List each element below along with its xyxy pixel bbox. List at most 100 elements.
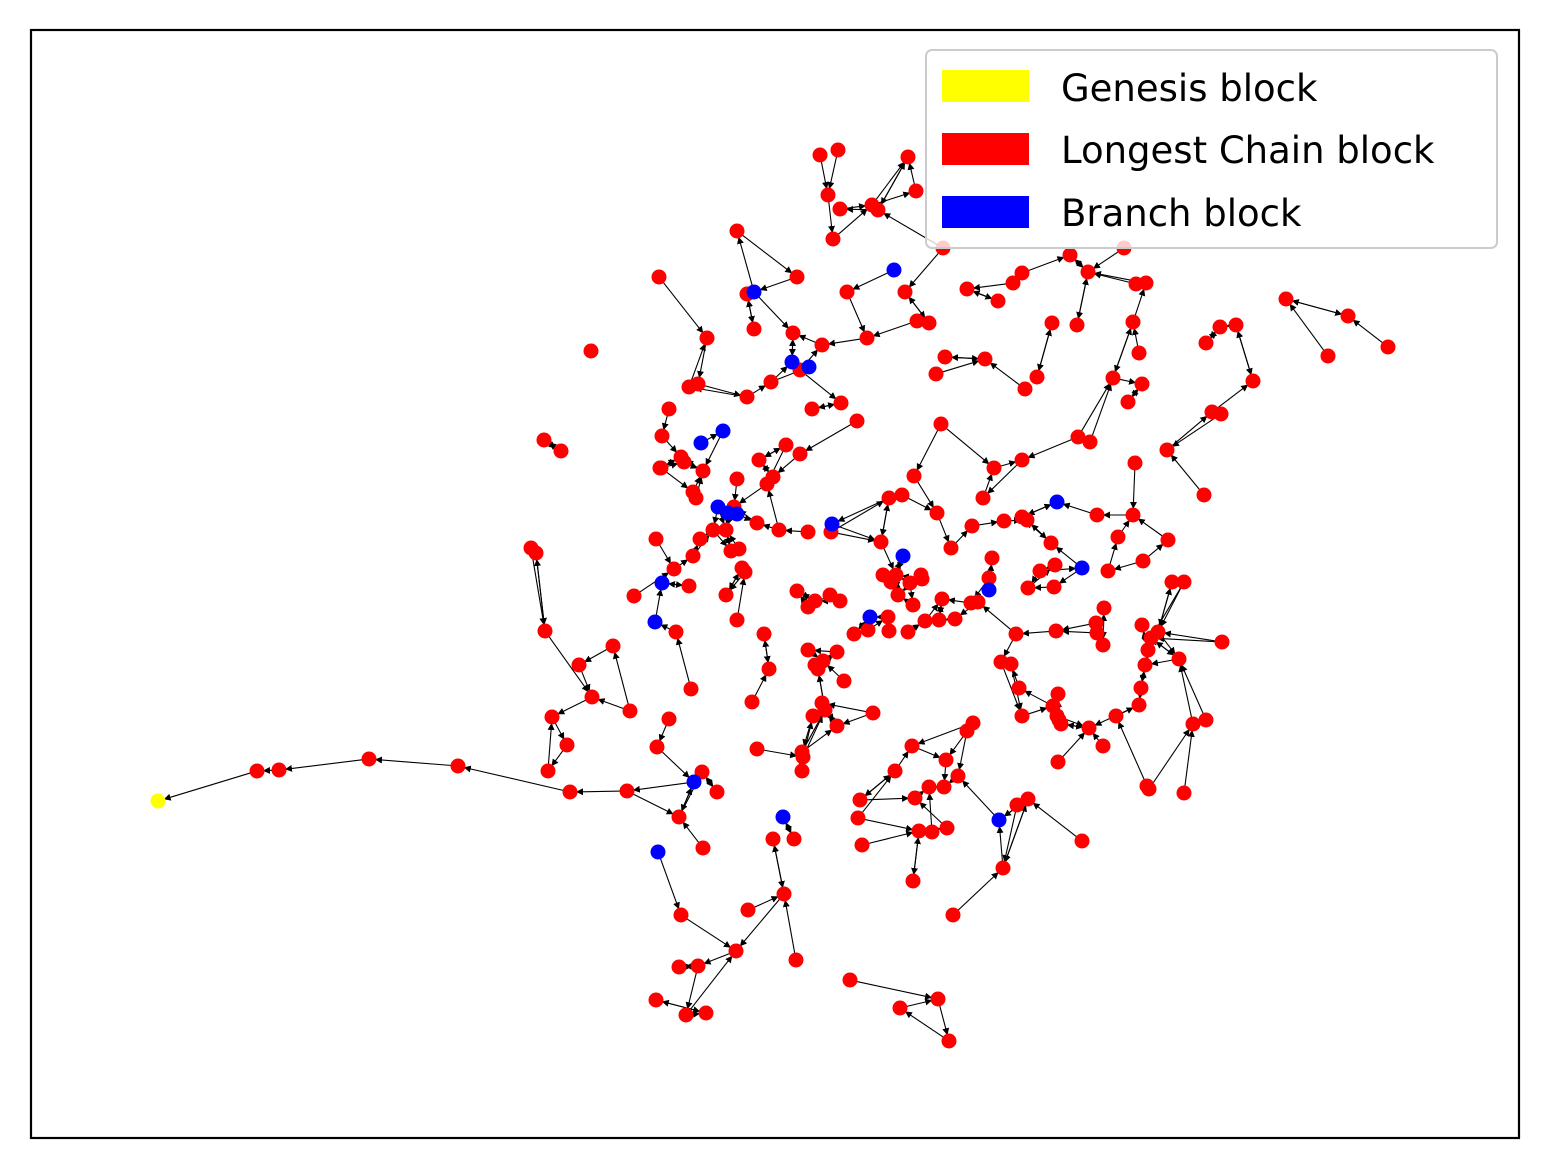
longest-chain-block-node bbox=[661, 711, 677, 727]
edge-89 bbox=[774, 365, 789, 379]
edge-38 bbox=[759, 278, 792, 292]
edge-72 bbox=[1291, 299, 1343, 315]
longest-chain-block-node bbox=[688, 490, 704, 506]
longest-chain-block-node bbox=[626, 588, 642, 604]
longest-chain-block-node bbox=[860, 622, 876, 638]
edge-9 bbox=[828, 200, 835, 234]
longest-chain-block-node bbox=[906, 468, 922, 484]
longest-chain-block-node bbox=[941, 1033, 957, 1049]
edge-25 bbox=[551, 749, 564, 767]
edge-41 bbox=[798, 334, 817, 344]
longest-chain-block-node bbox=[894, 487, 910, 503]
longest-chain-block-node bbox=[1185, 716, 1201, 732]
longest-chain-block-node bbox=[950, 768, 966, 784]
longest-chain-block-node bbox=[695, 840, 711, 856]
edge-252 bbox=[1155, 641, 1175, 656]
edge-281 bbox=[665, 471, 689, 489]
edge-111 bbox=[1062, 502, 1092, 514]
edge-331 bbox=[718, 512, 726, 525]
longest-chain-block-node bbox=[692, 531, 708, 547]
longest-chain-block-node bbox=[619, 783, 635, 799]
longest-chain-block-node bbox=[1120, 394, 1136, 410]
edge-93 bbox=[804, 423, 853, 452]
edge-235 bbox=[1003, 639, 1014, 657]
edge-103 bbox=[1171, 415, 1208, 447]
edge-308 bbox=[804, 715, 823, 747]
longest-chain-block-node bbox=[666, 561, 682, 577]
edge-181 bbox=[762, 639, 770, 664]
edge-275 bbox=[777, 457, 796, 474]
edge-212 bbox=[926, 792, 934, 827]
edge-125 bbox=[1033, 584, 1049, 591]
branch-block-node bbox=[824, 516, 840, 532]
longest-chain-block-node bbox=[1095, 637, 1111, 653]
longest-chain-block-node bbox=[271, 762, 287, 778]
longest-chain-block-node bbox=[649, 739, 665, 755]
longest-chain-block-node bbox=[854, 837, 870, 853]
edge-91 bbox=[751, 384, 767, 395]
longest-chain-block-node bbox=[1096, 600, 1112, 616]
edge-106 bbox=[1137, 518, 1164, 537]
longest-chain-block-node bbox=[361, 751, 377, 767]
edge-66 bbox=[1093, 271, 1131, 284]
longest-chain-block-node bbox=[681, 578, 697, 594]
edge-48 bbox=[972, 290, 993, 300]
longest-chain-block-node bbox=[1164, 574, 1180, 590]
longest-chain-block-node bbox=[1008, 626, 1024, 642]
longest-chain-block-node bbox=[583, 343, 599, 359]
longest-chain-block-node bbox=[1320, 348, 1336, 364]
edge-36 bbox=[697, 343, 707, 379]
longest-chain-block-node bbox=[839, 284, 855, 300]
edge-6 bbox=[827, 155, 838, 190]
longest-chain-block-node bbox=[661, 401, 677, 417]
edge-222 bbox=[1002, 810, 1017, 863]
edge-337 bbox=[1058, 570, 1078, 585]
longest-chain-block-node bbox=[812, 147, 828, 163]
edge-2 bbox=[284, 759, 364, 772]
edge-168 bbox=[729, 576, 742, 591]
edge-4 bbox=[163, 772, 252, 801]
longest-chain-block-node bbox=[1198, 712, 1214, 728]
longest-chain-block-node bbox=[676, 454, 692, 470]
longest-chain-block-node bbox=[1125, 507, 1141, 523]
nodes-layer bbox=[150, 142, 1396, 1049]
edge-164 bbox=[766, 489, 779, 525]
edge-349 bbox=[575, 788, 622, 796]
longest-chain-block-node bbox=[904, 738, 920, 754]
longest-chain-block-node bbox=[984, 550, 1000, 566]
longest-chain-block-node bbox=[900, 149, 916, 165]
longest-chain-block-node bbox=[1011, 680, 1027, 696]
legend-swatch-genesis bbox=[942, 70, 1029, 102]
edge-312 bbox=[703, 952, 731, 965]
longest-chain-block-node bbox=[1105, 370, 1121, 386]
edge-80 bbox=[1114, 327, 1132, 373]
edge-116 bbox=[938, 518, 950, 543]
longest-chain-block-node bbox=[990, 293, 1006, 309]
edge-74 bbox=[1289, 303, 1325, 352]
longest-chain-block-node bbox=[881, 490, 897, 506]
longest-chain-block-node bbox=[921, 779, 937, 795]
longest-chain-block-node bbox=[1050, 686, 1066, 702]
edge-75 bbox=[1208, 331, 1217, 340]
longest-chain-block-node bbox=[881, 623, 897, 639]
longest-chain-block-node bbox=[815, 653, 831, 669]
branch-block-node bbox=[647, 614, 663, 630]
edge-94 bbox=[916, 429, 939, 471]
edge-313 bbox=[782, 899, 796, 955]
longest-chain-block-node bbox=[913, 567, 929, 583]
edge-228 bbox=[1024, 690, 1048, 704]
longest-chain-block-node bbox=[880, 609, 896, 625]
edge-100 bbox=[1080, 382, 1111, 433]
edge-78 bbox=[1236, 330, 1252, 376]
edge-328 bbox=[706, 433, 718, 441]
edge-64 bbox=[1132, 327, 1139, 348]
longest-chain-block-node bbox=[1160, 532, 1176, 548]
longest-chain-block-node bbox=[921, 315, 937, 331]
edge-55 bbox=[950, 354, 980, 362]
longest-chain-block-node bbox=[829, 644, 845, 660]
edge-237 bbox=[1021, 629, 1051, 637]
edge-258 bbox=[1180, 664, 1205, 715]
longest-chain-block-node bbox=[690, 376, 706, 392]
edge-153 bbox=[872, 619, 884, 628]
longest-chain-block-node bbox=[756, 626, 772, 642]
